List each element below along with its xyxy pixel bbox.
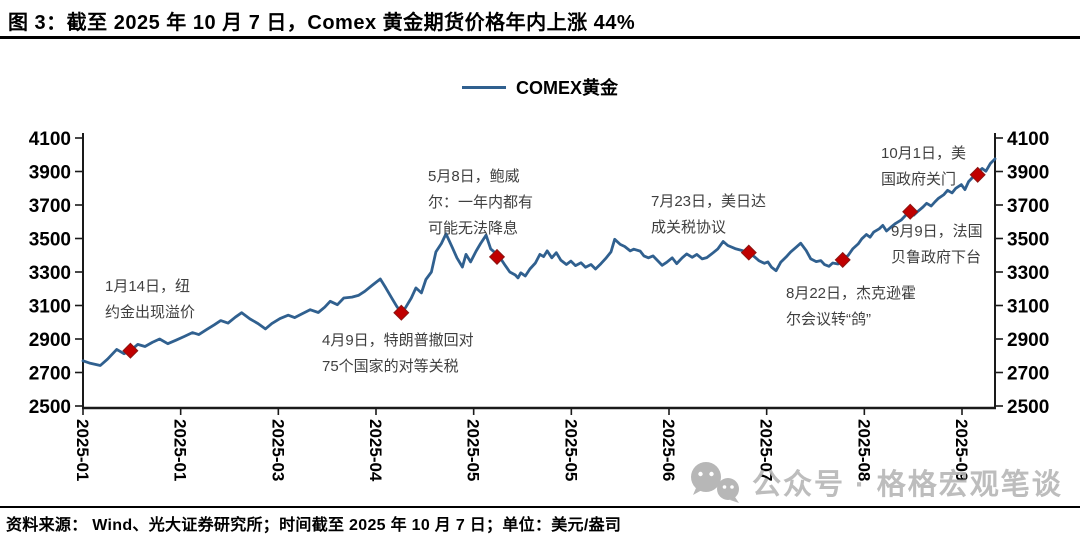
y-axis-label-left: 2500 xyxy=(29,397,71,418)
y-axis-label-left: 3300 xyxy=(29,263,71,284)
event-marker xyxy=(122,342,139,359)
x-axis-label: 2025-09 xyxy=(952,419,971,481)
x-axis-label: 2025-06 xyxy=(659,419,678,481)
annotation-apr9: 4月9日，特朗普撤回对 75个国家的对等关税 xyxy=(322,332,474,375)
wechat-icon xyxy=(691,462,739,503)
y-axis-label-right: 3300 xyxy=(1007,263,1049,284)
y-axis-label-left: 2900 xyxy=(29,330,71,351)
source-note: 资料来源： Wind、光大证券研究所；时间截至 2025 年 10 月 7 日；… xyxy=(6,517,622,534)
y-axis-label-right: 3900 xyxy=(1007,163,1049,184)
footer-divider xyxy=(0,506,1080,508)
x-axis-label: 2025-01 xyxy=(171,419,190,481)
x-axis-label: 2025-05 xyxy=(561,419,580,481)
page-title: 图 3：截至 2025 年 10 月 7 日，Comex 黄金期货价格年内上涨 … xyxy=(8,12,636,34)
annotation-may8: 5月8日，鲍威 尔：一年内都有 可能无法降息 xyxy=(428,168,534,237)
annotation-jan14: 1月14日，纽 约金出现溢价 xyxy=(105,278,196,321)
price-line xyxy=(81,157,997,367)
y-axis-label-left: 3900 xyxy=(29,163,71,184)
y-axis-label-right: 2900 xyxy=(1007,330,1049,351)
annotation-sep9: 9月9日，法国 贝鲁政府下台 xyxy=(891,223,983,266)
watermark: 公众号 · 格格宏观笔谈 xyxy=(686,460,1063,504)
title-underline xyxy=(0,36,1080,39)
x-axis-label: 2025-03 xyxy=(268,419,287,481)
watermark-text: 公众号 · 格格宏观笔谈 xyxy=(752,469,1063,501)
chart-legend: COMEX黄金 xyxy=(0,74,1080,100)
annotation-jul23: 7月23日，美日达 成关税协议 xyxy=(651,193,767,236)
y-axis-label-left: 4100 xyxy=(29,129,71,150)
event-marker xyxy=(902,203,919,220)
event-marker xyxy=(488,248,506,265)
x-axis-label: 2025-01 xyxy=(73,419,92,481)
y-axis-label-right: 3500 xyxy=(1007,230,1049,251)
legend-label: COMEX黄金 xyxy=(515,78,618,98)
x-axis-label: 2025-07 xyxy=(757,419,776,481)
legend-line-sample xyxy=(461,85,506,89)
y-axis-label-right: 3100 xyxy=(1007,297,1049,318)
y-axis-label-left: 2700 xyxy=(29,364,71,385)
y-axis-label-left: 3100 xyxy=(29,297,71,318)
event-marker xyxy=(969,166,986,183)
y-axis-label-right: 2500 xyxy=(1007,397,1049,418)
annotation-oct1: 10月1日，美 国政府关门 xyxy=(881,145,967,188)
event-marker xyxy=(740,244,757,261)
event-marker xyxy=(393,304,410,321)
y-axis-label-right: 4100 xyxy=(1007,129,1049,150)
x-axis-label: 2025-08 xyxy=(854,419,873,481)
y-axis-label-left: 3700 xyxy=(29,196,71,217)
event-marker xyxy=(834,251,851,268)
y-axis-label-right: 2700 xyxy=(1007,364,1049,385)
x-axis-label: 2025-05 xyxy=(464,419,483,481)
y-axis-label-right: 3700 xyxy=(1007,196,1049,217)
annotation-aug22: 8月22日，杰克逊霍 尔会议转“鸽” xyxy=(786,285,917,328)
y-axis-label-left: 3500 xyxy=(29,230,71,251)
x-axis-label: 2025-04 xyxy=(366,419,385,482)
